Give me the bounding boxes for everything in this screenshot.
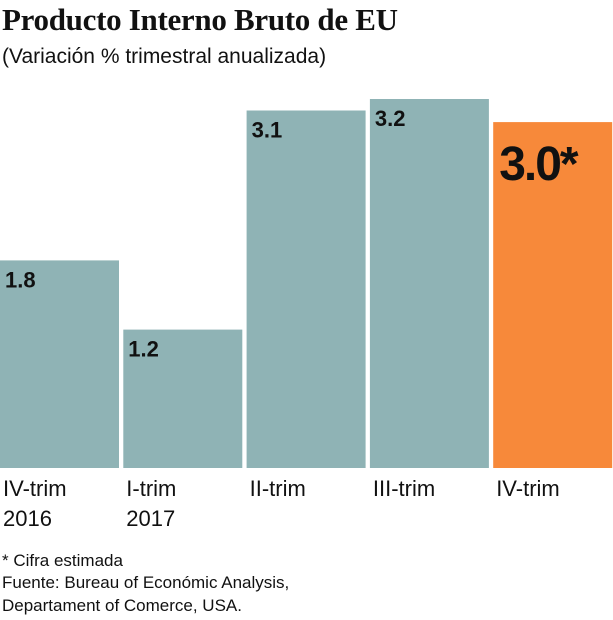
chart-subtitle: (Variación % trimestral anualizada): [2, 45, 327, 68]
data-label-5: 3.0*: [499, 138, 579, 191]
data-label-3: 3.1: [252, 118, 283, 143]
category-label-1: IV-trim: [3, 476, 67, 501]
estimate-note: * Cifra estimada: [2, 551, 123, 570]
bar-1: [0, 260, 119, 468]
bar-5: [493, 122, 613, 468]
bar-2: [123, 329, 243, 468]
data-label-1: 1.8: [5, 267, 36, 292]
category-label-4: III-trim: [373, 476, 435, 501]
category-label-3: II-trim: [250, 476, 306, 501]
bar-3: [246, 110, 366, 468]
category-year-label-1: 2016: [3, 506, 52, 531]
source-note-line-2: Departament of Comerce, USA.: [2, 596, 242, 615]
data-label-4: 3.2: [375, 106, 406, 131]
chart-title: Producto Interno Bruto de EU: [2, 2, 398, 37]
bar-4: [369, 99, 489, 468]
source-note-line-1: Fuente: Bureau of Económic Analysis,: [2, 573, 290, 592]
category-label-5: IV-trim: [496, 476, 560, 501]
category-year-label-2: 2017: [126, 506, 175, 531]
category-label-2: I-trim: [126, 476, 176, 501]
bar-chart: 1.8 IV-trim 2016 1.2 I-trim 2017 3.1 II-trim 3.2…: [0, 99, 613, 531]
data-label-2: 1.2: [128, 337, 159, 362]
